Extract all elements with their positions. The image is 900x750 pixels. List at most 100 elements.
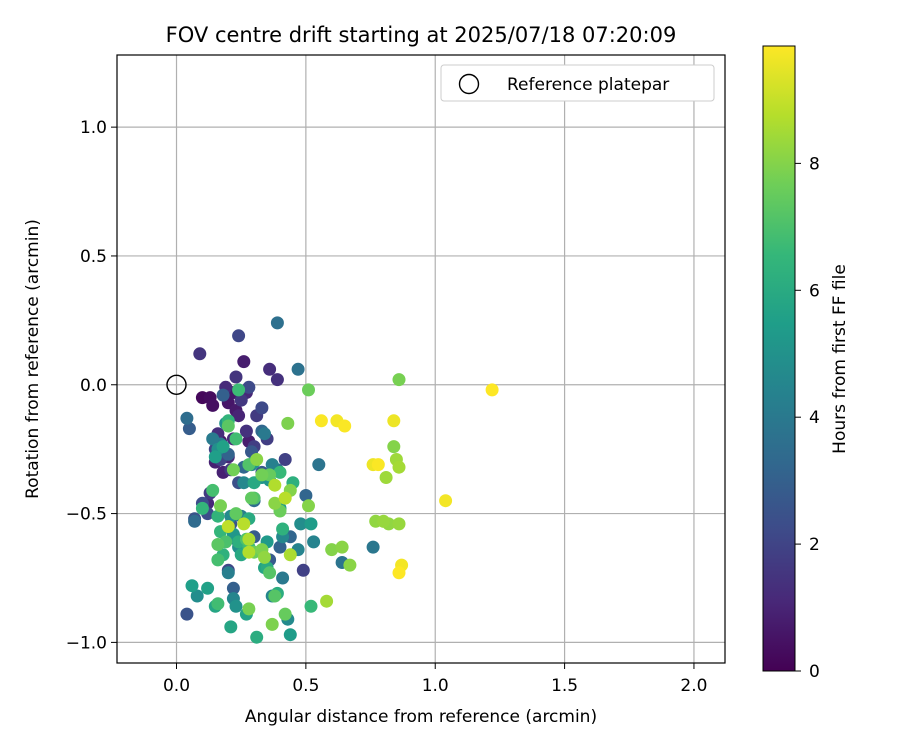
scatter-point	[232, 409, 246, 423]
scatter-point	[265, 617, 279, 631]
scatter-point	[276, 522, 290, 536]
scatter-point	[302, 383, 315, 397]
scatter-point	[221, 566, 235, 580]
colorbar-tick-label: 4	[809, 408, 820, 428]
scatter-point	[180, 411, 194, 425]
scatter-point	[276, 571, 290, 585]
scatter-point	[314, 414, 328, 428]
colorbar-tick-label: 8	[809, 154, 820, 174]
y-tick-label: −1.0	[66, 633, 107, 653]
scatter-point	[216, 440, 230, 454]
scatter-point	[392, 373, 406, 387]
scatter-point	[206, 398, 220, 412]
scatter-point	[211, 538, 225, 551]
scatter-point	[180, 607, 194, 621]
scatter-point	[485, 383, 499, 397]
grid-lines	[117, 55, 725, 663]
scatter-point	[229, 370, 243, 384]
scatter-point	[325, 543, 339, 557]
scatter-point	[242, 602, 256, 616]
scatter-point	[392, 460, 406, 474]
scatter-point	[392, 566, 406, 580]
scatter-point	[226, 463, 240, 477]
scatter-point	[294, 517, 308, 531]
scatter-point	[304, 599, 318, 613]
scatter-point	[379, 471, 393, 484]
scatter-point	[245, 491, 258, 505]
scatter-point	[221, 520, 235, 533]
scatter-point	[229, 599, 243, 613]
scatter-point	[214, 499, 227, 513]
scatter-point	[221, 419, 235, 433]
legend-box	[440, 64, 715, 102]
y-tick-label: 0.5	[80, 247, 107, 267]
scatter-point	[250, 630, 264, 644]
scatter-point	[229, 507, 243, 521]
scatter-point	[234, 393, 248, 407]
scatter-point	[190, 589, 204, 603]
legend-open-circle-icon	[458, 73, 480, 95]
x-tick-label: 1.5	[551, 676, 578, 696]
x-axis-ticks: 0.0 0.5 1.0 1.5 2.0	[163, 663, 707, 696]
y-tick-label: −0.5	[66, 505, 107, 525]
scatter-point	[338, 419, 352, 433]
scatter-point	[278, 607, 292, 621]
scatter-point	[206, 432, 220, 446]
scatter-point	[258, 427, 271, 441]
scatter-point	[268, 478, 282, 492]
scatter-point	[320, 594, 334, 608]
scatter-point	[268, 496, 282, 510]
scatter-point	[302, 499, 315, 513]
x-tick-label: 0.5	[292, 676, 319, 696]
colorbar	[762, 45, 796, 672]
scatter-point	[211, 509, 225, 523]
scatter-point	[211, 553, 225, 567]
scatter-point	[392, 517, 406, 531]
x-tick-label: 2.0	[680, 676, 707, 696]
colorbar-tick-label: 2	[809, 535, 820, 555]
scatter-point	[278, 491, 292, 505]
scatter-point	[263, 362, 277, 376]
x-axis-label: Angular distance from reference (arcmin)	[245, 707, 597, 727]
scatter-point	[232, 329, 246, 343]
scatter-point	[268, 589, 282, 603]
colorbar-tick-label: 6	[809, 281, 820, 301]
scatter-point	[201, 581, 215, 595]
scatter-point	[242, 532, 256, 546]
scatter-point	[281, 416, 295, 430]
scatter-point	[273, 465, 287, 479]
data-points	[180, 316, 499, 644]
scatter-point	[237, 355, 251, 369]
scatter-point	[312, 458, 326, 472]
scatter-point	[255, 468, 269, 482]
legend: Reference platepar	[440, 64, 715, 102]
scatter-point	[229, 432, 243, 446]
scatter-point	[387, 414, 401, 428]
plot-frame	[116, 54, 726, 664]
scatter-point	[263, 566, 277, 580]
scatter-point	[343, 558, 357, 572]
colorbar-label: Hours from first FF file	[830, 264, 850, 454]
scatter-point	[335, 540, 349, 554]
scatter-point	[195, 501, 209, 515]
x-tick-label: 0.0	[163, 676, 190, 696]
colorbar-ticks: 0 2 4 6 8	[795, 154, 820, 682]
scatter-point	[232, 383, 246, 397]
scatter-point	[208, 450, 222, 464]
scatter-point	[307, 535, 321, 549]
reference-platepar-marker	[166, 374, 187, 395]
scatter-point	[185, 579, 199, 593]
scatter-point	[239, 424, 253, 438]
chart-title: FOV centre drift starting at 2025/07/18 …	[166, 23, 677, 47]
scatter-point	[273, 540, 287, 554]
scatter-point	[182, 422, 196, 436]
y-tick-label: 0.0	[80, 376, 107, 396]
scatter-point	[283, 548, 297, 562]
scatter-point	[387, 440, 401, 454]
y-axis-label: Rotation from reference (arcmin)	[23, 219, 43, 499]
scatter-point	[216, 388, 230, 402]
y-axis-ticks: −1.0 −0.5 0.0 0.5 1.0	[66, 118, 117, 653]
scatter-point	[242, 545, 256, 559]
scatter-point	[237, 476, 251, 490]
